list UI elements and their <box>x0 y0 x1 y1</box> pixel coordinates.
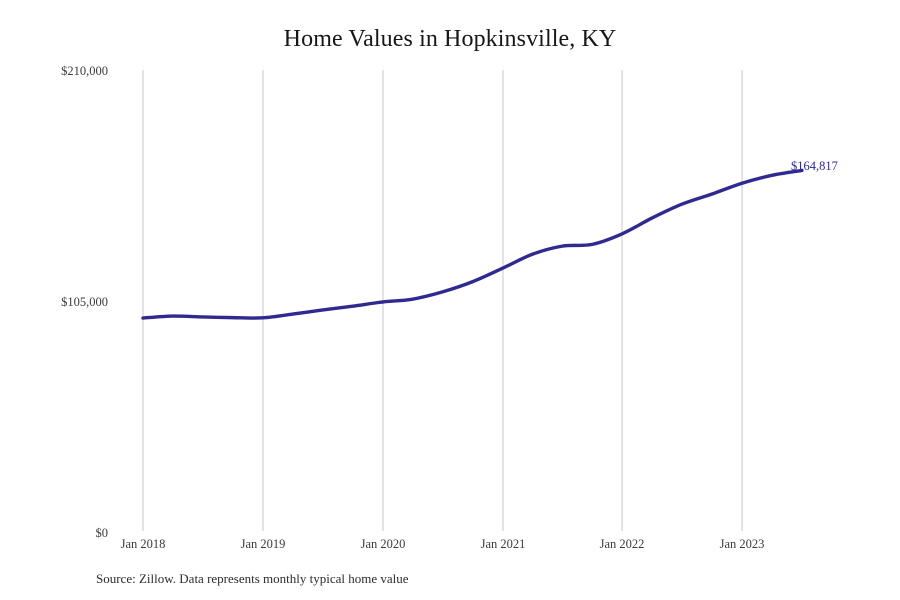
y-axis-tick-mid: $105,000 <box>61 295 108 309</box>
y-axis-tick-bottom: $0 <box>95 526 109 540</box>
x-axis-tick-jan-2019: Jan 2019 <box>240 537 286 551</box>
x-axis-tick-jan-2023: Jan 2023 <box>719 537 765 551</box>
source-note: Source: Zillow. Data represents monthly … <box>96 571 409 586</box>
x-axis-tick-jan-2022: Jan 2022 <box>599 537 645 551</box>
end-value-annotation: $164,817 <box>791 159 838 173</box>
y-axis-tick-top: $210,000 <box>61 64 108 78</box>
x-axis-tick-jan-2020: Jan 2020 <box>360 537 406 551</box>
home-value-line-series <box>141 168 804 320</box>
x-axis-tick-jan-2021: Jan 2021 <box>480 537 526 551</box>
page-title: Home Values in Hopkinsville, KY <box>283 26 617 52</box>
x-gridlines <box>142 70 743 531</box>
x-axis-tick-jan-2018: Jan 2018 <box>120 537 166 551</box>
